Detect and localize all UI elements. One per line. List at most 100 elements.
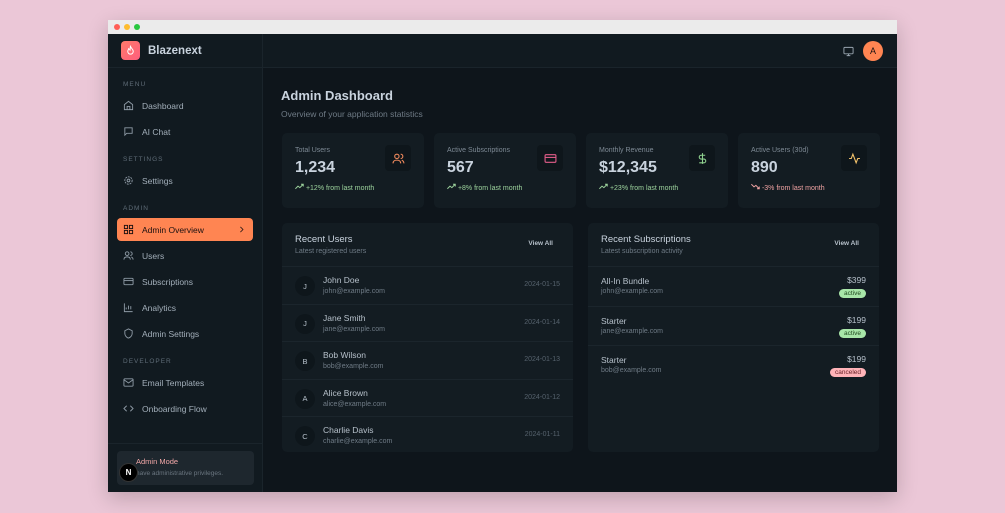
user-row[interactable]: C Charlie Davis charlie@example.com 2024… (282, 416, 573, 454)
stat-icon-box (537, 145, 563, 171)
sidebar-item-admin-overview[interactable]: Admin Overview (117, 218, 253, 241)
users-icon (392, 153, 404, 163)
stat-card: Total Users 1,234 +12% from last month (282, 133, 424, 208)
user-row[interactable]: J Jane Smith jane@example.com 2024-01-14 (282, 303, 573, 342)
gear-icon (124, 176, 133, 185)
user-avatar: C (295, 426, 315, 446)
close-window-button[interactable] (114, 24, 120, 30)
user-row[interactable]: J John Doe john@example.com 2024-01-15 (282, 266, 573, 304)
credit-card-icon (123, 277, 134, 286)
sidebar-item-analytics[interactable]: Analytics (117, 296, 253, 319)
users-icon (123, 251, 134, 260)
panel-title: Recent Users (295, 234, 353, 245)
plan-price: $199 (847, 354, 866, 364)
user-avatar[interactable]: A (863, 41, 883, 61)
shield-icon (124, 328, 133, 339)
main-content: Admin Dashboard Overview of your applica… (281, 68, 880, 452)
flame-logo-icon (121, 41, 140, 60)
stat-value: $12,345 (599, 159, 657, 176)
top-bar: A (263, 34, 897, 68)
subscription-row[interactable]: All-In Bundle john@example.com $399 acti… (588, 266, 879, 306)
user-date: 2024-01-15 (524, 281, 560, 288)
user-email: bob@example.com (323, 363, 384, 370)
panel-title: Recent Subscriptions (601, 234, 691, 245)
plan-name: All-In Bundle (601, 276, 650, 286)
home-icon (123, 100, 134, 111)
admin-mode-notice: Admin Mode have administrative privilege… (117, 451, 254, 485)
plan-price: $399 (847, 275, 866, 285)
user-row[interactable]: B Bob Wilson bob@example.com 2024-01-13 (282, 341, 573, 379)
user-email: john@example.com (323, 288, 385, 295)
user-email: alice@example.com (323, 400, 387, 408)
stat-value: 890 (751, 159, 778, 176)
sidebar-item-subscriptions[interactable]: Subscriptions (117, 270, 253, 293)
dashboard-grid-icon (123, 224, 134, 235)
user-date: 2024-01-14 (524, 318, 560, 326)
n-badge-button[interactable]: N (120, 464, 137, 481)
stat-change-text: +23% from last month (609, 185, 679, 192)
trending-down-icon (751, 183, 760, 190)
user-name: Bob Wilson (323, 350, 366, 360)
user-row[interactable]: A Alice Brown alice@example.com 2024-01-… (282, 378, 573, 417)
sidebar-item-admin-settings[interactable]: Admin Settings (117, 322, 253, 345)
label: Analytics (142, 302, 177, 313)
credit-card-icon (544, 153, 556, 163)
stat-change: +23% from last month (599, 183, 728, 192)
stat-label: Active Users (30d) (751, 147, 809, 154)
stat-change-text: +8% from last month (457, 185, 523, 192)
subscription-row[interactable]: Starter bob@example.com $199 canceled (588, 345, 879, 385)
user-avatar: J (295, 276, 315, 296)
user-name: John Doe (323, 275, 360, 285)
user-avatar: J (295, 313, 315, 334)
sidebar: Blazenext MENU Dashboard AI Chat SETTING… (108, 34, 263, 492)
maximize-window-button[interactable] (134, 24, 140, 30)
user-date: 2024-01-13 (524, 356, 560, 363)
mail-icon (123, 378, 134, 387)
recent-users-panel: Recent Users Latest registered users Vie… (282, 223, 573, 452)
status-badge: active (839, 328, 866, 338)
subscription-row[interactable]: Starter jane@example.com $199 active (588, 305, 879, 346)
app-name: Blazenext (148, 44, 202, 57)
label: Dashboard (142, 100, 184, 111)
admin-mode-subtitle: have administrative privileges. (136, 470, 224, 477)
sidebar-item-settings[interactable]: Settings (117, 169, 253, 192)
sidebar-item-email-templates[interactable]: Email Templates (117, 371, 253, 394)
sidebar-item-onboarding-flow[interactable]: Onboarding Flow (117, 397, 253, 420)
stat-value: 1,234 (295, 159, 336, 176)
plan-price: $199 (847, 314, 866, 325)
user-name: Jane Smith (323, 312, 366, 323)
section-settings: SETTINGS (123, 156, 164, 163)
user-name: Alice Brown (323, 387, 368, 398)
label: Subscriptions (142, 276, 194, 287)
sidebar-item-ai-chat[interactable]: AI Chat (117, 120, 253, 143)
title-bar (108, 20, 897, 34)
admin-mode-title: Admin Mode (136, 457, 179, 466)
page-title: Admin Dashboard (281, 88, 393, 103)
trending-up-icon (599, 183, 608, 190)
trending-up-icon (447, 183, 456, 190)
sidebar-item-users[interactable]: Users (117, 244, 253, 267)
plan-name: Starter (601, 315, 627, 326)
user-avatar: A (295, 388, 315, 409)
stat-change: +12% from last month (295, 183, 424, 192)
user-date: 2024-01-12 (524, 393, 560, 401)
sidebar-item-dashboard[interactable]: Dashboard (117, 94, 253, 117)
stat-label: Active Subscriptions (447, 147, 511, 154)
monitor-icon[interactable] (843, 46, 854, 57)
trending-up-icon (295, 183, 304, 190)
stat-change: +8% from last month (447, 183, 576, 192)
view-all-subscriptions-button[interactable]: View All (834, 240, 859, 247)
panel-subtitle: Latest subscription activity (601, 248, 683, 255)
stat-card: Monthly Revenue $12,345 +23% from last m… (586, 133, 728, 208)
subscriber-email: john@example.com (601, 288, 663, 295)
view-all-users-button[interactable]: View All (528, 240, 553, 247)
minimize-window-button[interactable] (124, 24, 130, 30)
stat-value: 567 (447, 159, 474, 176)
code-icon (123, 405, 134, 412)
brand[interactable]: Blazenext (108, 34, 262, 68)
section-admin: ADMIN (123, 205, 149, 212)
status-badge: active (839, 289, 866, 298)
dollar-icon (698, 152, 706, 164)
recent-subscriptions-panel: Recent Subscriptions Latest subscription… (588, 223, 879, 452)
stat-card: Active Subscriptions 567 +8% from last m… (434, 133, 576, 208)
